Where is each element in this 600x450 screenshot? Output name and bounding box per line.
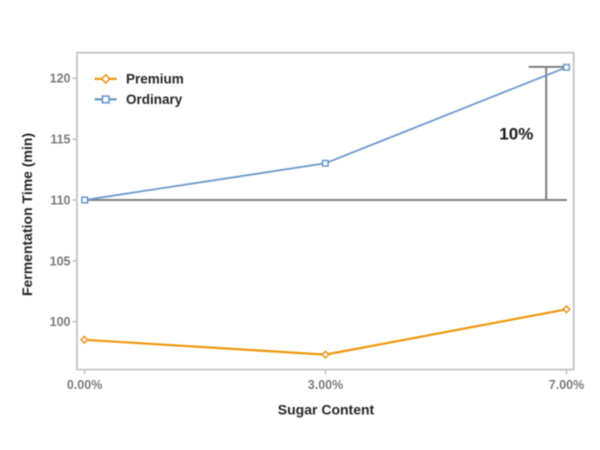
svg-text:100: 100 xyxy=(50,315,71,329)
svg-text:Fermentation Time (min): Fermentation Time (min) xyxy=(19,133,35,296)
svg-text:3.00%: 3.00% xyxy=(308,378,343,392)
svg-text:0.00%: 0.00% xyxy=(67,378,102,392)
svg-text:115: 115 xyxy=(50,133,70,147)
svg-text:7.00%: 7.00% xyxy=(549,378,584,392)
svg-text:120: 120 xyxy=(50,72,71,86)
svg-text:Sugar Content: Sugar Content xyxy=(278,402,375,418)
svg-text:105: 105 xyxy=(50,254,71,268)
svg-text:Ordinary: Ordinary xyxy=(126,92,183,107)
svg-text:10%: 10% xyxy=(499,125,533,144)
svg-text:110: 110 xyxy=(50,194,70,208)
svg-text:Premium: Premium xyxy=(126,71,184,86)
